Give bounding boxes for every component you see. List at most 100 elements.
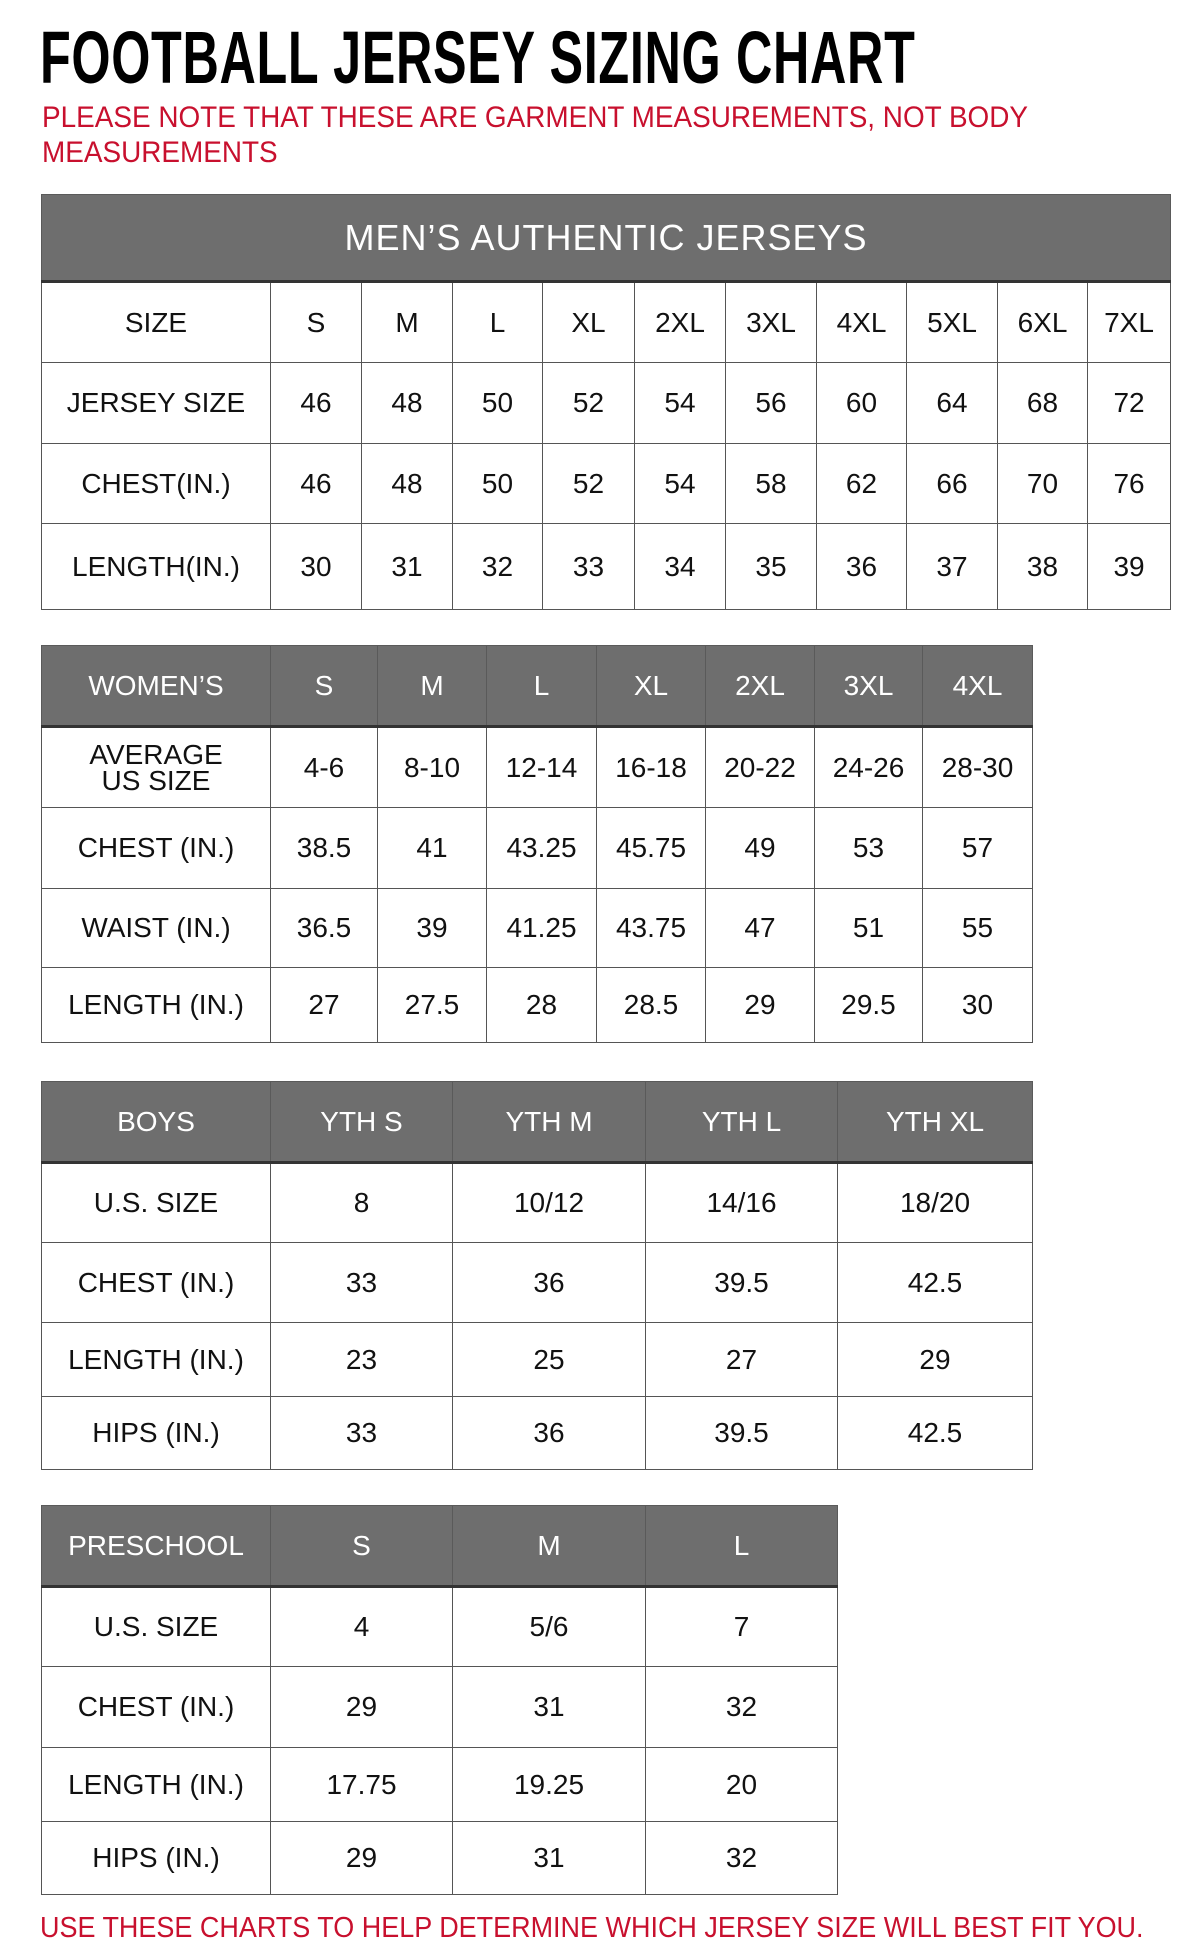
measurement-label: HIPS (IN.) bbox=[41, 1396, 271, 1470]
measurement-value: 41.25 bbox=[486, 888, 597, 968]
garment-measurement-note: PLEASE NOTE THAT THESE ARE GARMENT MEASU… bbox=[42, 101, 1028, 169]
measurement-value: 76 bbox=[1086, 443, 1172, 524]
row-header-label: WOMEN’S bbox=[41, 645, 271, 727]
measurement-value: 33 bbox=[542, 523, 635, 610]
measurement-label: LENGTH(IN.) bbox=[41, 523, 271, 610]
measurement-value: 34 bbox=[634, 523, 726, 610]
measurement-label: U.S. SIZE bbox=[41, 1162, 271, 1243]
size-column-header: S bbox=[270, 1505, 453, 1587]
size-column-header: 7XL bbox=[1086, 281, 1172, 363]
measurement-label: CHEST(IN.) bbox=[41, 443, 271, 524]
measurement-value: 36 bbox=[452, 1396, 646, 1470]
measurement-value: 72 bbox=[1086, 362, 1172, 444]
measurement-value: 54 bbox=[634, 362, 726, 444]
table-row: HIPS (IN.) 29 31 32 bbox=[41, 1821, 838, 1895]
size-column-header: 2XL bbox=[705, 645, 815, 727]
table-row: WAIST (IN.) 36.5 39 41.25 43.75 47 51 55 bbox=[41, 888, 1033, 968]
measurement-value: 32 bbox=[452, 523, 543, 610]
measurement-value: 8-10 bbox=[377, 726, 487, 808]
measurement-value: 43.25 bbox=[486, 807, 597, 889]
measurement-value: 14/16 bbox=[645, 1162, 838, 1243]
measurement-value: 5/6 bbox=[452, 1586, 646, 1667]
measurement-value: 42.5 bbox=[837, 1242, 1033, 1323]
table-row: AVERAGE US SIZE 4-6 8-10 12-14 16-18 20-22 24-… bbox=[41, 726, 1033, 808]
measurement-value: 4-6 bbox=[270, 726, 378, 808]
measurement-label: CHEST (IN.) bbox=[41, 1242, 271, 1323]
size-column-header: 3XL bbox=[814, 645, 923, 727]
size-column-header: 2XL bbox=[634, 281, 726, 363]
measurement-value: 41 bbox=[377, 807, 487, 889]
measurement-value: 33 bbox=[270, 1396, 453, 1470]
size-column-header: YTH XL bbox=[837, 1081, 1033, 1163]
size-column-header: L bbox=[645, 1505, 838, 1587]
measurement-value: 31 bbox=[361, 523, 453, 610]
size-column-header: 4XL bbox=[922, 645, 1033, 727]
measurement-value: 48 bbox=[361, 443, 453, 524]
measurement-value: 57 bbox=[922, 807, 1033, 889]
measurement-value: 28-30 bbox=[922, 726, 1033, 808]
measurement-value: 49 bbox=[705, 807, 815, 889]
measurement-value: 18/20 bbox=[837, 1162, 1033, 1243]
measurement-label: CHEST (IN.) bbox=[41, 807, 271, 889]
measurement-label: HIPS (IN.) bbox=[41, 1821, 271, 1895]
measurement-label: LENGTH (IN.) bbox=[41, 1322, 271, 1397]
table-row: CHEST (IN.) 29 31 32 bbox=[41, 1666, 838, 1748]
measurement-label: LENGTH (IN.) bbox=[41, 967, 271, 1043]
measurement-label: U.S. SIZE bbox=[41, 1586, 271, 1667]
size-column-header: L bbox=[486, 645, 597, 727]
measurement-value: 43.75 bbox=[596, 888, 706, 968]
table-row: CHEST(IN.) 46 48 50 52 54 58 62 66 70 76 bbox=[41, 443, 1172, 524]
womens-table: WOMEN’S S M L XL 2XL 3XL 4XL AVERAGE US SIZE 4-6 8… bbox=[41, 645, 1033, 1043]
size-column-header: YTH M bbox=[452, 1081, 646, 1163]
measurement-value: 30 bbox=[922, 967, 1033, 1043]
measurement-value: 68 bbox=[997, 362, 1088, 444]
measurement-value: 47 bbox=[705, 888, 815, 968]
measurement-value: 62 bbox=[816, 443, 907, 524]
measurement-value: 46 bbox=[270, 362, 362, 444]
table-row: LENGTH(IN.) 30 31 32 33 34 35 36 37 38 39 bbox=[41, 523, 1172, 610]
measurement-value: 53 bbox=[814, 807, 923, 889]
measurement-value: 36 bbox=[816, 523, 907, 610]
measurement-value: 36.5 bbox=[270, 888, 378, 968]
size-column-header: S bbox=[270, 645, 378, 727]
measurement-value: 32 bbox=[645, 1666, 838, 1748]
measurement-value: 51 bbox=[814, 888, 923, 968]
size-column-header: 4XL bbox=[816, 281, 907, 363]
measurement-value: 29 bbox=[705, 967, 815, 1043]
size-column-header: YTH L bbox=[645, 1081, 838, 1163]
measurement-value: 50 bbox=[452, 443, 543, 524]
measurement-value: 29.5 bbox=[814, 967, 923, 1043]
table-row: U.S. SIZE 8 10/12 14/16 18/20 bbox=[41, 1162, 1033, 1243]
table-row: U.S. SIZE 4 5/6 7 bbox=[41, 1586, 838, 1667]
size-column-header: M bbox=[452, 1505, 646, 1587]
size-column-header: XL bbox=[596, 645, 706, 727]
measurement-value: 28 bbox=[486, 967, 597, 1043]
measurement-value: 12-14 bbox=[486, 726, 597, 808]
page-title: FOOTBALL JERSEY SIZING CHART bbox=[40, 16, 916, 99]
table-row: CHEST (IN.) 33 36 39.5 42.5 bbox=[41, 1242, 1033, 1323]
measurement-value: 70 bbox=[997, 443, 1088, 524]
size-column-header: XL bbox=[542, 281, 635, 363]
measurement-value: 23 bbox=[270, 1322, 453, 1397]
measurement-value: 46 bbox=[270, 443, 362, 524]
measurement-value: 45.75 bbox=[596, 807, 706, 889]
measurement-value: 8 bbox=[270, 1162, 453, 1243]
measurement-value: 36 bbox=[452, 1242, 646, 1323]
measurement-label: JERSEY SIZE bbox=[41, 362, 271, 444]
size-column-header: YTH S bbox=[270, 1081, 453, 1163]
table-title: MEN’S AUTHENTIC JERSEYS bbox=[40, 194, 1172, 282]
header-row: BOYS YTH S YTH M YTH L YTH XL bbox=[41, 1081, 1033, 1163]
measurement-label: CHEST (IN.) bbox=[41, 1666, 271, 1748]
row-header-label: PRESCHOOL bbox=[41, 1505, 271, 1587]
measurement-value: 60 bbox=[816, 362, 907, 444]
measurement-value: 28.5 bbox=[596, 967, 706, 1043]
measurement-value: 29 bbox=[270, 1666, 453, 1748]
measurement-value: 39 bbox=[1086, 523, 1172, 610]
measurement-value: 20 bbox=[645, 1747, 838, 1822]
measurement-value: 24-26 bbox=[814, 726, 923, 808]
measurement-value: 25 bbox=[452, 1322, 646, 1397]
measurement-value: 27 bbox=[645, 1322, 838, 1397]
measurement-label: WAIST (IN.) bbox=[41, 888, 271, 968]
measurement-value: 56 bbox=[725, 362, 817, 444]
measurement-value: 38.5 bbox=[270, 807, 378, 889]
